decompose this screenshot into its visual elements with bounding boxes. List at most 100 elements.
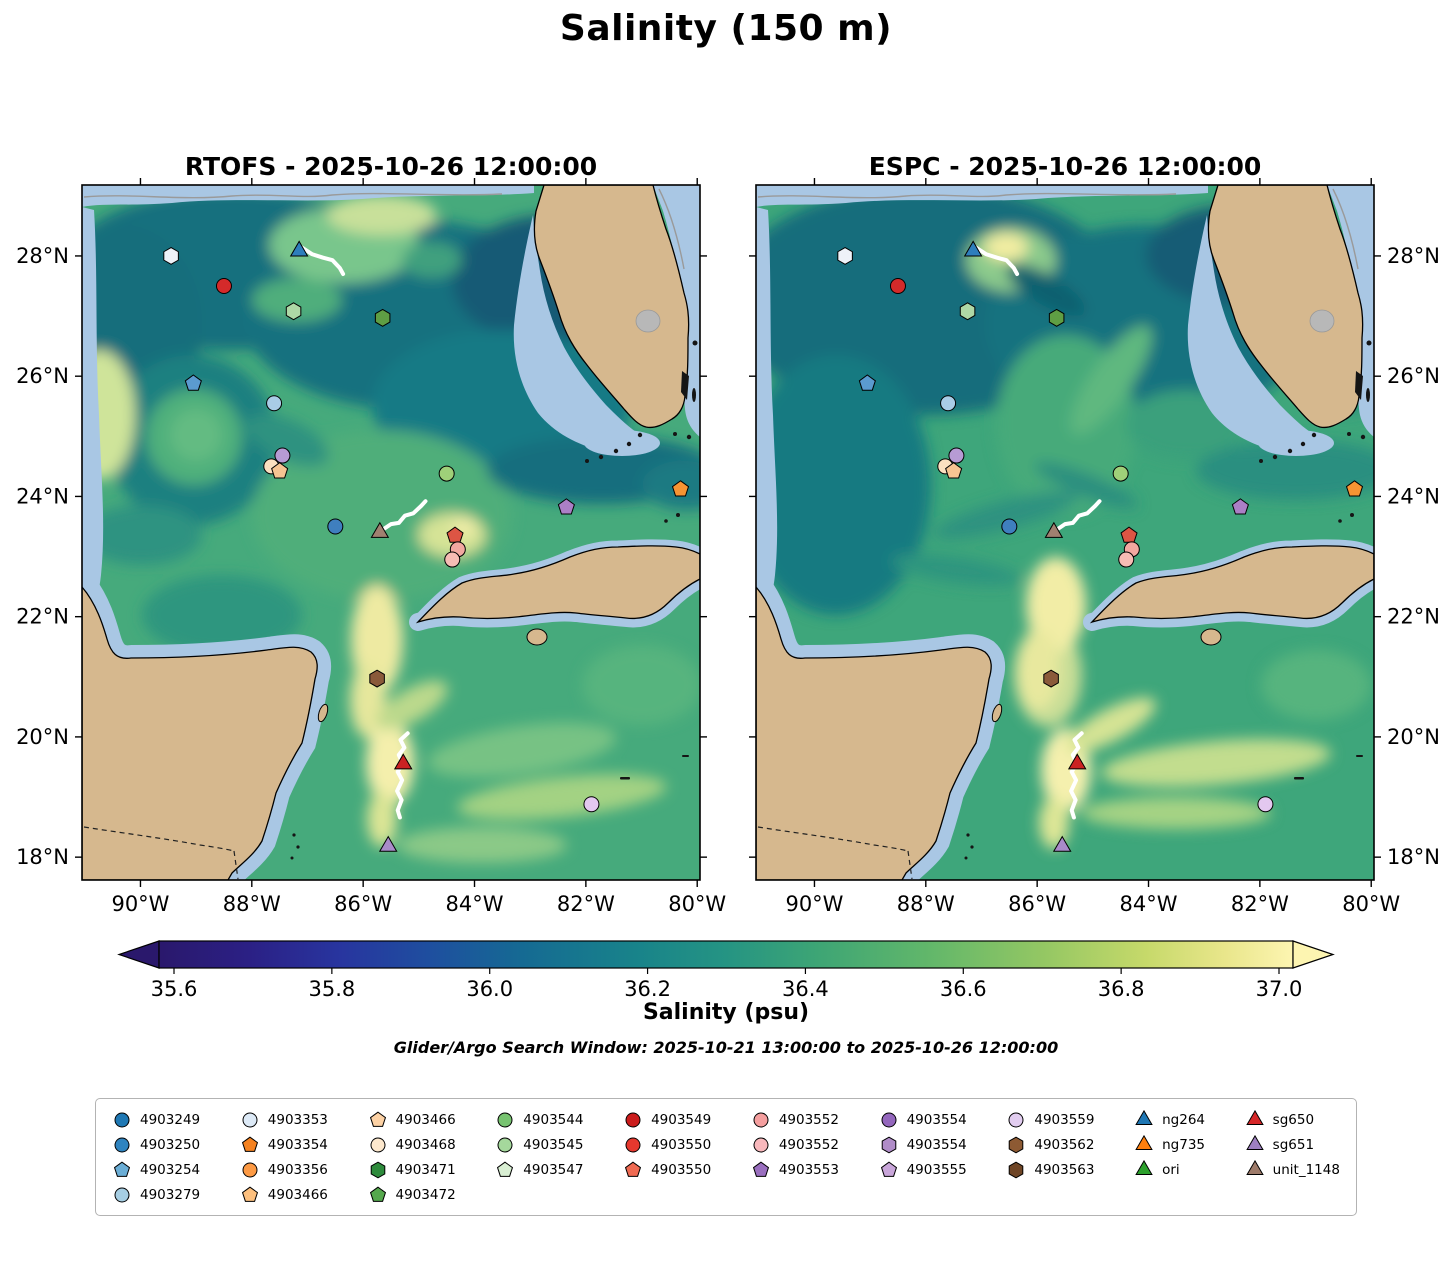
legend-item-4903249: 4903249: [112, 1107, 200, 1132]
legend-label: 4903356: [267, 1161, 328, 1178]
map-panel-rtofs: 90°W 88°W 86°W 84°W 82°W 80°W 18°N 20°N 22°N 24°N…: [16, 178, 726, 916]
marker-unit_1148: [1044, 521, 1064, 538]
marker-float-10: [1001, 518, 1018, 535]
pentagon-marker-icon: [497, 1161, 514, 1177]
lon-tick-label: 88°W: [897, 892, 955, 916]
legend-item-4903472: 4903472: [368, 1182, 456, 1207]
legend-label: 4903354: [267, 1136, 328, 1153]
legend-symbol: [242, 1162, 258, 1177]
marker-float-2: [215, 278, 232, 295]
lat-tick-label: 18°N: [1387, 845, 1440, 869]
legend-item-4903254: 4903254: [112, 1157, 200, 1182]
colorbar-tick-label: 36.2: [624, 977, 671, 1001]
legend-symbol: [1135, 1159, 1153, 1175]
legend-symbol: [497, 1137, 513, 1152]
legend-item-4903553: 4903553: [751, 1157, 839, 1182]
legend-label: 4903559: [1034, 1111, 1095, 1128]
marker-float-1: [837, 246, 853, 265]
colorbar-tick-label: 35.6: [151, 977, 198, 1001]
marker-float-17: [369, 669, 385, 688]
legend-column: 4903549 4903550 4903550: [623, 1107, 711, 1182]
marker-float-12: [671, 480, 690, 497]
panel-title-rtofs: RTOFS - 2025-10-26 12:00:00: [184, 152, 598, 181]
hexagon-marker-icon: [881, 1136, 896, 1153]
legend-label: 4903552: [778, 1136, 839, 1153]
legend-column: 4903353 4903354 4903356 4903466: [240, 1107, 328, 1207]
legend-symbol: [242, 1112, 258, 1127]
legend-symbol: [114, 1187, 130, 1202]
hexagon-marker-icon: [1009, 1161, 1024, 1178]
legend-label: ng735: [1162, 1136, 1206, 1153]
legend-item-4903279: 4903279: [112, 1182, 200, 1207]
legend-item-ng264: ng264: [1134, 1107, 1205, 1132]
triangle-marker-icon: [1245, 1134, 1264, 1150]
legend-symbol: [753, 1112, 769, 1127]
legend-label: 4903545: [523, 1136, 584, 1153]
circle-marker-icon: [114, 1187, 130, 1202]
circle-marker-icon: [114, 1137, 130, 1152]
legend-label: 4903562: [1034, 1136, 1095, 1153]
legend-symbol: [1245, 1109, 1264, 1125]
legend-label: 4903353: [267, 1111, 328, 1128]
search-window-subtitle: Glider/Argo Search Window: 2025-10-21 13…: [393, 1038, 1059, 1057]
legend-item-4903547: 4903547: [495, 1157, 583, 1182]
marker-float-2: [889, 278, 906, 295]
legend-item-4903554: 4903554: [879, 1107, 967, 1132]
legend-label: 4903254: [140, 1161, 201, 1178]
platform-marker-layer: [837, 240, 1364, 852]
glider-track-unit_1148: [1054, 499, 1102, 533]
legend-symbol: [369, 1186, 386, 1202]
marker-float-9: [271, 462, 289, 479]
marker-float-11: [1112, 465, 1129, 482]
lon-tick-label: 82°W: [557, 892, 615, 916]
lon-tick-label: 90°W: [785, 892, 843, 916]
legend-label: 4903553: [778, 1161, 839, 1178]
lat-tick-label: 22°N: [1387, 605, 1440, 629]
legend-item-4903554: 4903554: [879, 1132, 967, 1157]
legend-label: 4903549: [651, 1111, 712, 1128]
legend-symbol: [1009, 1161, 1024, 1178]
legend-item-4903466: 4903466: [368, 1107, 456, 1132]
legend-item-4903545: 4903545: [495, 1132, 583, 1157]
marker-float-5: [184, 374, 202, 391]
legend-item-4903559: 4903559: [1006, 1107, 1094, 1132]
legend-item-4903563: 4903563: [1006, 1157, 1094, 1182]
circle-marker-icon: [625, 1112, 641, 1127]
triangle-marker-icon: [1135, 1159, 1153, 1175]
colorbar-over-arrow: [1292, 940, 1335, 969]
legend-item-sg651: sg651: [1245, 1132, 1340, 1157]
legend-item-sg650: sg650: [1245, 1107, 1340, 1132]
lat-tick-label: 28°N: [1387, 244, 1440, 268]
colorbar-body: [158, 940, 1294, 969]
legend-label: 4903466: [395, 1111, 456, 1128]
legend-symbol: [1245, 1134, 1264, 1150]
legend-symbol: [113, 1161, 131, 1177]
lon-tick-label: 80°W: [668, 892, 726, 916]
legend-symbol: [370, 1137, 386, 1152]
legend-label: sg651: [1272, 1136, 1315, 1153]
legend-symbol: [1245, 1159, 1264, 1175]
legend-label: 4903547: [523, 1161, 584, 1178]
panel-title-espc: ESPC - 2025-10-26 12:00:00: [868, 152, 1262, 181]
marker-float-18: [583, 796, 600, 813]
marker-float-18: [1257, 796, 1274, 813]
lat-tick-label: 26°N: [1387, 364, 1440, 388]
legend-label: 4903468: [395, 1136, 456, 1153]
legend: 4903249 4903250 4903254 4903279 4903353 49033…: [95, 1098, 1357, 1216]
legend-label: sg650: [1272, 1111, 1315, 1128]
legend-label: 4903554: [906, 1136, 967, 1153]
circle-marker-icon: [753, 1112, 769, 1127]
lon-tick-label: 88°W: [223, 892, 281, 916]
legend-label: 4903250: [140, 1136, 201, 1153]
legend-item-4903549: 4903549: [623, 1107, 711, 1132]
legend-label: ori: [1162, 1161, 1180, 1178]
legend-column: 4903554 4903554 4903555: [879, 1107, 967, 1182]
glider-track-ng264: [299, 245, 346, 276]
hexagon-marker-icon: [370, 1161, 385, 1178]
lat-tick-label: 18°N: [16, 845, 69, 869]
colorbar-tick-label: 36.4: [782, 977, 829, 1001]
glider-track-ng264: [973, 245, 1020, 276]
circle-marker-icon: [625, 1137, 641, 1152]
legend-label: 4903471: [395, 1161, 456, 1178]
marker-float-5: [858, 374, 876, 391]
